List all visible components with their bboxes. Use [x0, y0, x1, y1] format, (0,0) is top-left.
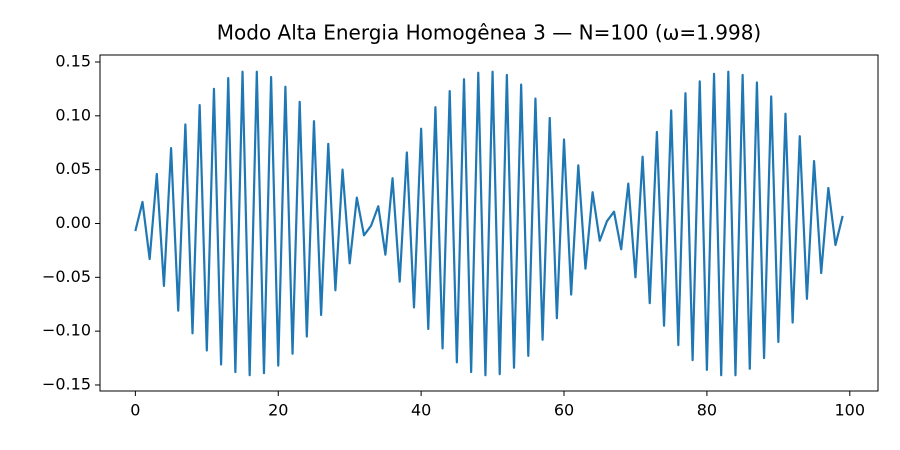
x-tick-label: 40: [411, 401, 431, 420]
x-tick-label: 20: [268, 401, 288, 420]
x-tick-label: 80: [697, 401, 717, 420]
x-tick-label: 0: [130, 401, 140, 420]
x-tick-label: 100: [835, 401, 866, 420]
y-tick-label: 0.15: [55, 51, 91, 70]
y-tick-label: −0.10: [42, 321, 91, 340]
y-tick-label: −0.05: [42, 267, 91, 286]
chart-title: Modo Alta Energia Homogênea 3 — N=100 (ω…: [217, 21, 761, 45]
y-tick-label: 0.00: [55, 213, 91, 232]
y-tick-label: 0.10: [55, 105, 91, 124]
data-line: [134, 70, 844, 377]
x-tick-label: 60: [554, 401, 574, 420]
y-tick-label: −0.15: [42, 374, 91, 393]
y-tick-label: 0.05: [55, 159, 91, 178]
